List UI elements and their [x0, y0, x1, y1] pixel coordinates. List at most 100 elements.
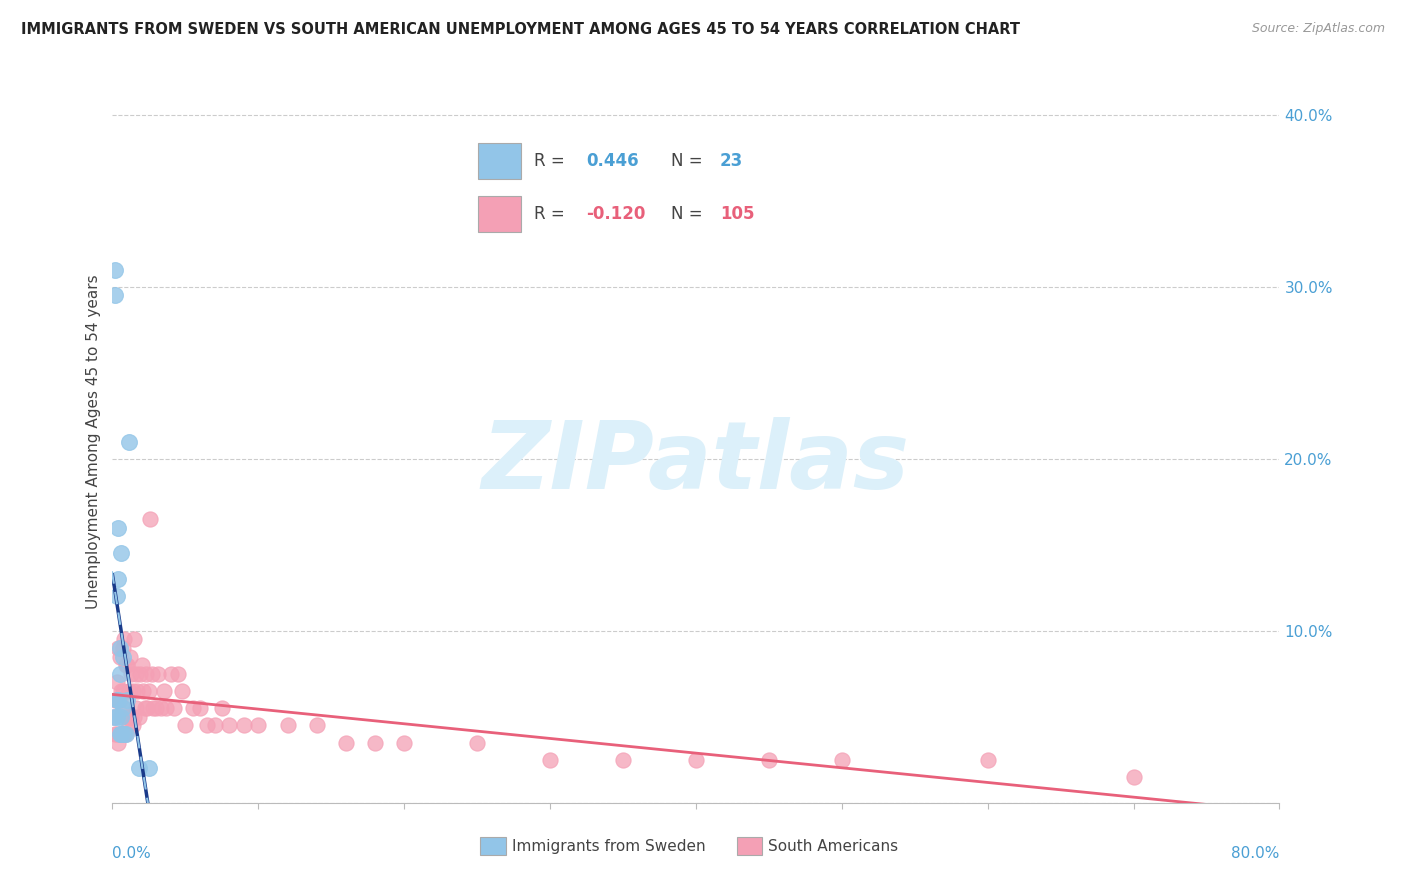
- Point: [247, 718, 270, 732]
- Text: IMMIGRANTS FROM SWEDEN VS SOUTH AMERICAN UNEMPLOYMENT AMONG AGES 45 TO 54 YEARS : IMMIGRANTS FROM SWEDEN VS SOUTH AMERICAN…: [21, 22, 1021, 37]
- Point: [149, 701, 172, 715]
- Point: [276, 718, 298, 732]
- Point: [108, 727, 131, 741]
- Point: [335, 735, 357, 749]
- Text: ZIPatlas: ZIPatlas: [482, 417, 910, 509]
- Point: [110, 684, 132, 698]
- Point: [394, 735, 416, 749]
- Point: [125, 701, 148, 715]
- Point: [174, 718, 197, 732]
- FancyBboxPatch shape: [479, 837, 506, 855]
- Text: Source: ZipAtlas.com: Source: ZipAtlas.com: [1251, 22, 1385, 36]
- Point: [141, 666, 163, 681]
- Point: [112, 727, 135, 741]
- Point: [204, 718, 226, 732]
- Point: [117, 684, 139, 698]
- Point: [134, 701, 156, 715]
- Point: [110, 727, 132, 741]
- Point: [976, 753, 998, 767]
- Point: [115, 658, 138, 673]
- Point: [163, 701, 186, 715]
- Point: [152, 684, 174, 698]
- Point: [115, 692, 138, 706]
- Point: [120, 666, 142, 681]
- Point: [114, 727, 136, 741]
- Text: South Americans: South Americans: [768, 838, 898, 854]
- Point: [114, 727, 136, 741]
- Point: [758, 753, 780, 767]
- FancyBboxPatch shape: [737, 837, 762, 855]
- Point: [685, 753, 707, 767]
- Point: [117, 434, 139, 449]
- Point: [128, 761, 150, 775]
- Point: [538, 753, 561, 767]
- Point: [139, 512, 162, 526]
- Point: [104, 692, 127, 706]
- Point: [105, 675, 128, 690]
- Point: [1122, 770, 1144, 784]
- Point: [118, 710, 141, 724]
- Point: [160, 666, 183, 681]
- Point: [107, 692, 129, 706]
- Point: [108, 727, 131, 741]
- Point: [107, 692, 129, 706]
- Point: [138, 684, 160, 698]
- Point: [108, 649, 131, 664]
- Point: [831, 753, 853, 767]
- Point: [136, 701, 159, 715]
- Point: [103, 710, 125, 724]
- Point: [128, 710, 150, 724]
- Point: [104, 262, 127, 277]
- Point: [122, 718, 145, 732]
- Point: [108, 640, 131, 655]
- Point: [111, 684, 134, 698]
- Point: [111, 640, 134, 655]
- Point: [125, 666, 148, 681]
- Point: [120, 710, 142, 724]
- Point: [108, 666, 131, 681]
- Point: [172, 684, 194, 698]
- Point: [364, 735, 387, 749]
- Point: [105, 590, 128, 604]
- Point: [107, 572, 129, 586]
- Text: Immigrants from Sweden: Immigrants from Sweden: [512, 838, 706, 854]
- Point: [118, 649, 141, 664]
- Point: [127, 684, 149, 698]
- Point: [107, 735, 129, 749]
- Point: [110, 727, 132, 741]
- Point: [111, 649, 134, 664]
- Point: [167, 666, 190, 681]
- Point: [132, 684, 155, 698]
- Point: [232, 718, 254, 732]
- Point: [124, 710, 146, 724]
- Point: [305, 718, 328, 732]
- Point: [105, 692, 128, 706]
- Point: [112, 632, 135, 647]
- Point: [195, 718, 218, 732]
- Point: [181, 701, 204, 715]
- Point: [110, 710, 132, 724]
- Point: [108, 692, 131, 706]
- Point: [211, 701, 233, 715]
- Point: [111, 701, 134, 715]
- Point: [112, 701, 135, 715]
- Point: [105, 710, 128, 724]
- Point: [104, 727, 127, 741]
- Point: [117, 718, 139, 732]
- Point: [115, 710, 138, 724]
- Point: [135, 666, 157, 681]
- Point: [107, 520, 129, 534]
- Point: [129, 666, 152, 681]
- Point: [114, 658, 136, 673]
- Point: [138, 761, 160, 775]
- Point: [104, 288, 127, 302]
- Point: [612, 753, 634, 767]
- Point: [188, 701, 211, 715]
- Point: [145, 701, 167, 715]
- Y-axis label: Unemployment Among Ages 45 to 54 years: Unemployment Among Ages 45 to 54 years: [86, 274, 101, 609]
- Point: [110, 546, 132, 560]
- Point: [111, 727, 134, 741]
- Point: [218, 718, 240, 732]
- Point: [124, 632, 146, 647]
- Text: 80.0%: 80.0%: [1232, 846, 1279, 861]
